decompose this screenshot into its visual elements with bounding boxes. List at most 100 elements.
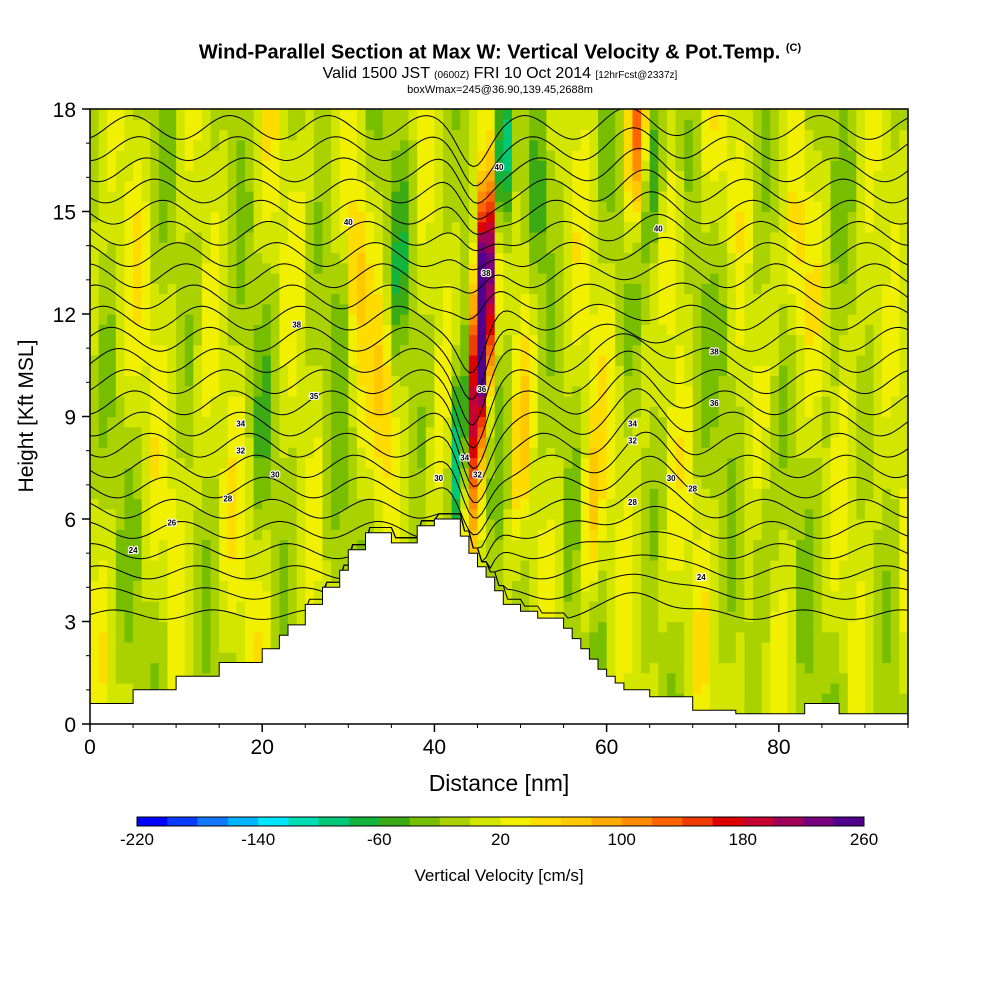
field-cell xyxy=(219,344,229,356)
field-cell xyxy=(98,457,108,469)
field-cell xyxy=(210,478,220,489)
field-cell xyxy=(193,498,203,510)
field-cell xyxy=(305,232,315,243)
field-cell xyxy=(632,334,642,346)
field-cell xyxy=(675,375,685,387)
field-cell xyxy=(821,611,832,623)
field-cell xyxy=(890,273,900,284)
field-cell xyxy=(262,396,272,407)
field-cell xyxy=(408,221,418,233)
field-cell xyxy=(839,693,849,705)
field-cell xyxy=(184,549,194,561)
field-cell xyxy=(477,467,487,479)
field-cell xyxy=(184,426,194,438)
field-cell xyxy=(90,590,100,602)
field-cell xyxy=(356,211,367,223)
field-cell xyxy=(727,344,737,356)
field-cell xyxy=(709,283,720,295)
field-cell xyxy=(434,242,444,254)
field-cell xyxy=(899,262,908,274)
field-cell xyxy=(434,221,444,233)
field-cell xyxy=(563,355,573,366)
field-cell xyxy=(529,180,539,192)
field-cell xyxy=(589,652,599,664)
field-cell xyxy=(529,467,539,479)
field-cell xyxy=(399,385,410,397)
field-cell xyxy=(305,519,315,530)
field-cell xyxy=(546,457,556,469)
field-cell xyxy=(417,283,427,295)
field-cell xyxy=(572,252,582,264)
field-cell xyxy=(503,560,513,571)
field-cell xyxy=(890,375,900,387)
field-cell xyxy=(374,447,384,459)
field-cell xyxy=(830,693,840,705)
field-cell xyxy=(735,652,745,664)
field-cell xyxy=(331,334,341,346)
field-cell xyxy=(615,488,625,500)
field-cell xyxy=(253,437,263,448)
field-cell xyxy=(503,437,513,448)
field-cell xyxy=(529,314,539,325)
field-cell xyxy=(365,447,375,459)
field-cell xyxy=(227,252,237,264)
field-cell xyxy=(632,478,642,489)
field-cell xyxy=(753,529,763,541)
field-cell xyxy=(658,662,668,674)
field-cell xyxy=(244,396,255,407)
field-cell xyxy=(778,478,789,489)
field-cell xyxy=(856,283,866,295)
field-cell xyxy=(236,601,246,612)
field-cell xyxy=(761,590,771,602)
field-cell xyxy=(606,457,616,469)
field-cell xyxy=(115,385,126,397)
field-cell xyxy=(262,467,272,479)
field-cell xyxy=(641,683,651,694)
field-cell xyxy=(408,324,418,336)
field-cell xyxy=(649,426,659,438)
field-cell xyxy=(115,426,126,438)
field-cell xyxy=(615,529,625,541)
field-cell xyxy=(98,180,108,192)
field-cell xyxy=(98,396,108,407)
field-cell xyxy=(684,611,694,623)
field-cell xyxy=(735,232,745,243)
field-cell xyxy=(770,324,780,336)
field-cell xyxy=(279,611,289,623)
field-cell xyxy=(761,467,771,479)
field-cell xyxy=(615,365,625,377)
field-cell xyxy=(649,467,659,479)
field-cell xyxy=(331,519,341,530)
field-cell xyxy=(313,262,324,274)
field-cell xyxy=(709,672,720,684)
field-cell xyxy=(709,262,720,274)
field-cell xyxy=(546,191,556,202)
field-cell xyxy=(529,396,539,407)
field-cell xyxy=(305,416,315,428)
field-cell xyxy=(150,570,160,582)
field-cell xyxy=(813,488,823,500)
field-cell xyxy=(443,211,453,223)
field-cell xyxy=(124,519,134,530)
field-cell xyxy=(529,344,539,356)
field-cell xyxy=(606,201,616,213)
field-cell xyxy=(632,672,642,684)
field-cell xyxy=(107,426,117,438)
field-cell xyxy=(133,683,143,694)
field-cell xyxy=(124,375,134,387)
field-cell xyxy=(417,355,427,366)
field-cell xyxy=(167,365,177,377)
field-cell xyxy=(167,580,177,592)
field-cell xyxy=(623,242,634,254)
field-cell xyxy=(563,262,573,274)
field-cell xyxy=(666,611,677,623)
field-cell xyxy=(443,191,453,202)
field-cell xyxy=(374,396,384,407)
field-cell xyxy=(503,457,513,469)
field-cell xyxy=(554,273,565,284)
field-cell xyxy=(675,191,685,202)
field-cell xyxy=(141,232,151,243)
field-cell xyxy=(804,211,814,223)
field-cell xyxy=(641,232,651,243)
